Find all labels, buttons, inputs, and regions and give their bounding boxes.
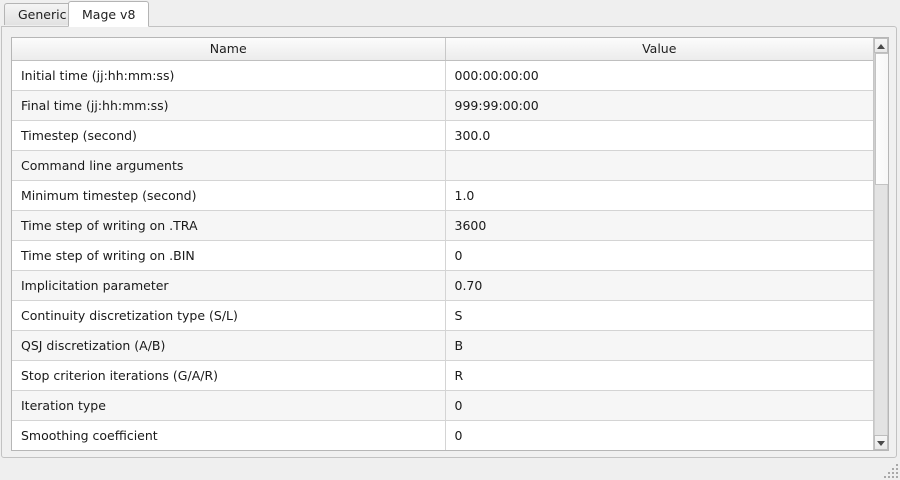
- table-header: Name Value: [12, 38, 873, 61]
- cell-parameter-value[interactable]: 1.0: [445, 180, 873, 211]
- table-row[interactable]: Time step of writing on .TRA 3600: [12, 210, 873, 241]
- cell-parameter-name: Command line arguments: [12, 150, 446, 181]
- table-row[interactable]: Stop criterion iterations (G/A/R) R: [12, 360, 873, 391]
- table-row[interactable]: Smoothing coefficient 0: [12, 420, 873, 450]
- table-row[interactable]: Time step of writing on .BIN 0: [12, 240, 873, 271]
- scrollbar-track[interactable]: [874, 53, 888, 435]
- cell-parameter-value[interactable]: 0.70: [445, 270, 873, 301]
- cell-parameter-value[interactable]: S: [445, 300, 873, 331]
- cell-parameter-name: Time step of writing on .TRA: [12, 210, 446, 241]
- table-row[interactable]: Continuity discretization type (S/L) S: [12, 300, 873, 331]
- tab-strip: Generic Mage v8: [0, 0, 900, 27]
- table-body: Initial time (jj:hh:mm:ss) 000:00:00:00 …: [12, 60, 873, 450]
- table-row[interactable]: Implicitation parameter 0.70: [12, 270, 873, 301]
- parameters-scroll-pane: Name Value Initial time (jj:hh:mm:ss) 00…: [11, 37, 889, 451]
- cell-parameter-value[interactable]: 3600: [445, 210, 873, 241]
- cell-parameter-value[interactable]: 0: [445, 390, 873, 421]
- cell-parameter-value[interactable]: 0: [445, 420, 873, 450]
- resize-grip[interactable]: [882, 462, 898, 478]
- cell-parameter-name: Final time (jj:hh:mm:ss): [12, 90, 446, 121]
- cell-parameter-value[interactable]: 000:00:00:00: [445, 60, 873, 91]
- cell-parameter-name: Time step of writing on .BIN: [12, 240, 446, 271]
- cell-parameter-name: Stop criterion iterations (G/A/R): [12, 360, 446, 391]
- table-row[interactable]: Minimum timestep (second) 1.0: [12, 180, 873, 211]
- table-row[interactable]: Initial time (jj:hh:mm:ss) 000:00:00:00: [12, 60, 873, 91]
- table-row[interactable]: Final time (jj:hh:mm:ss) 999:99:00:00: [12, 90, 873, 121]
- parameters-table: Name Value Initial time (jj:hh:mm:ss) 00…: [12, 38, 873, 450]
- parameters-table-viewport: Name Value Initial time (jj:hh:mm:ss) 00…: [12, 38, 873, 450]
- cell-parameter-name: QSJ discretization (A/B): [12, 330, 446, 361]
- cell-parameter-name: Smoothing coefficient: [12, 420, 446, 450]
- triangle-up-icon: [877, 43, 885, 49]
- tab-content-panel: Name Value Initial time (jj:hh:mm:ss) 00…: [1, 26, 897, 458]
- cell-parameter-value[interactable]: B: [445, 330, 873, 361]
- cell-parameter-name: Implicitation parameter: [12, 270, 446, 301]
- cell-parameter-value[interactable]: 0: [445, 240, 873, 271]
- tab-mage-v8[interactable]: Mage v8: [68, 1, 150, 27]
- scrollbar-thumb[interactable]: [875, 53, 888, 185]
- table-row[interactable]: QSJ discretization (A/B) B: [12, 330, 873, 361]
- cell-parameter-name: Continuity discretization type (S/L): [12, 300, 446, 331]
- cell-parameter-value[interactable]: 300.0: [445, 120, 873, 151]
- tab-generic[interactable]: Generic: [4, 3, 81, 25]
- table-row[interactable]: Timestep (second) 300.0: [12, 120, 873, 151]
- cell-parameter-name: Iteration type: [12, 390, 446, 421]
- cell-parameter-value[interactable]: [445, 150, 873, 181]
- column-header-value[interactable]: Value: [445, 38, 873, 61]
- scroll-up-button[interactable]: [874, 38, 888, 53]
- cell-parameter-value[interactable]: R: [445, 360, 873, 391]
- cell-parameter-name: Initial time (jj:hh:mm:ss): [12, 60, 446, 91]
- column-header-name[interactable]: Name: [12, 38, 446, 61]
- table-row[interactable]: Command line arguments: [12, 150, 873, 181]
- cell-parameter-name: Minimum timestep (second): [12, 180, 446, 211]
- scroll-down-button[interactable]: [874, 435, 888, 450]
- table-header-row: Name Value: [12, 38, 873, 61]
- vertical-scrollbar[interactable]: [873, 38, 888, 450]
- cell-parameter-name: Timestep (second): [12, 120, 446, 151]
- triangle-down-icon: [877, 440, 885, 446]
- table-row[interactable]: Iteration type 0: [12, 390, 873, 421]
- cell-parameter-value[interactable]: 999:99:00:00: [445, 90, 873, 121]
